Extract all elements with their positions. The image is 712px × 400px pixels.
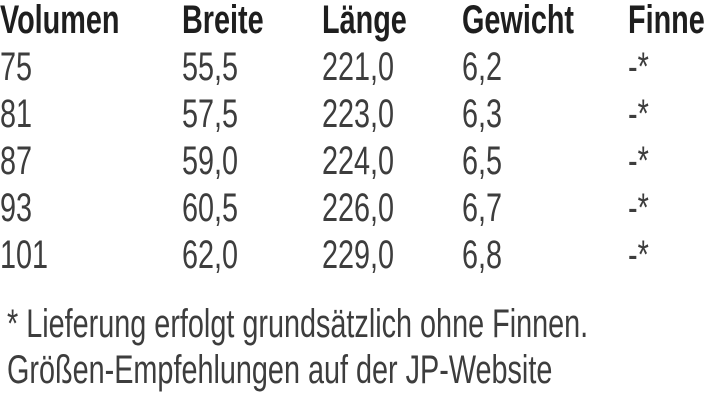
cell-value: 6,8 [462,233,503,277]
cell-value: -* [628,92,649,136]
footnote-size-recommendation: Größen-Empfehlungen auf der JP-Website [7,347,712,393]
cell-value: 55,5 [182,45,239,89]
table-row: 101 62,0 229,0 6,8 -* [0,232,712,279]
cell-volumen: 101 [0,232,182,279]
cell-volumen: 93 [0,185,182,232]
cell-value: 226,0 [322,186,395,230]
column-header-label: Finne [628,0,705,42]
cell-value: 57,5 [182,92,239,136]
cell-finne: -* [628,232,712,279]
cell-laenge: 229,0 [322,232,462,279]
cell-finne: -* [628,91,712,138]
cell-value: 6,7 [462,186,503,230]
cell-laenge: 224,0 [322,138,462,185]
cell-value: 6,3 [462,92,503,136]
cell-value: 229,0 [322,233,395,277]
cell-breite: 62,0 [182,232,322,279]
cell-value: 81 [0,92,33,136]
table-row: 75 55,5 221,0 6,2 -* [0,44,712,91]
cell-value: -* [628,139,649,183]
column-header-gewicht: Gewicht [462,0,628,44]
cell-value: 93 [0,186,33,230]
table-header-row: Volumen Breite Länge Gewicht Finne [0,0,712,44]
column-header-label: Länge [322,0,407,42]
table-row: 81 57,5 223,0 6,3 -* [0,91,712,138]
cell-breite: 57,5 [182,91,322,138]
column-header-laenge: Länge [322,0,462,44]
column-header-finne: Finne [628,0,712,44]
cell-value: -* [628,233,649,277]
cell-laenge: 223,0 [322,91,462,138]
table-row: 87 59,0 224,0 6,5 -* [0,138,712,185]
cell-value: 59,0 [182,139,239,183]
board-spec-table: Volumen Breite Länge Gewicht Finne 75 55… [0,0,712,279]
cell-value: 6,2 [462,45,503,89]
cell-gewicht: 6,5 [462,138,628,185]
cell-gewicht: 6,7 [462,185,628,232]
cell-finne: -* [628,185,712,232]
cell-laenge: 226,0 [322,185,462,232]
column-header-label: Gewicht [462,0,575,42]
cell-breite: 59,0 [182,138,322,185]
cell-gewicht: 6,2 [462,44,628,91]
cell-volumen: 81 [0,91,182,138]
cell-gewicht: 6,8 [462,232,628,279]
cell-value: -* [628,45,649,89]
column-header-label: Volumen [0,0,120,42]
column-header-breite: Breite [182,0,322,44]
cell-value: 224,0 [322,139,395,183]
cell-value: 221,0 [322,45,395,89]
footnote-fin-delivery: * Lieferung erfolgt grundsätzlich ohne F… [7,301,712,347]
cell-gewicht: 6,3 [462,91,628,138]
cell-volumen: 75 [0,44,182,91]
cell-finne: -* [628,44,712,91]
column-header-label: Breite [182,0,264,42]
cell-volumen: 87 [0,138,182,185]
table-row: 93 60,5 226,0 6,7 -* [0,185,712,232]
cell-value: -* [628,186,649,230]
cell-value: 223,0 [322,92,395,136]
cell-breite: 60,5 [182,185,322,232]
cell-value: 6,5 [462,139,503,183]
cell-value: 75 [0,45,33,89]
cell-breite: 55,5 [182,44,322,91]
cell-finne: -* [628,138,712,185]
cell-value: 60,5 [182,186,239,230]
cell-value: 62,0 [182,233,239,277]
footnote-text: Größen-Empfehlungen auf der JP-Website [7,348,553,392]
column-header-volumen: Volumen [0,0,182,44]
cell-value: 101 [0,233,49,277]
footnotes: * Lieferung erfolgt grundsätzlich ohne F… [7,301,712,393]
footnote-text: * Lieferung erfolgt grundsätzlich ohne F… [7,302,589,346]
cell-laenge: 221,0 [322,44,462,91]
cell-value: 87 [0,139,33,183]
